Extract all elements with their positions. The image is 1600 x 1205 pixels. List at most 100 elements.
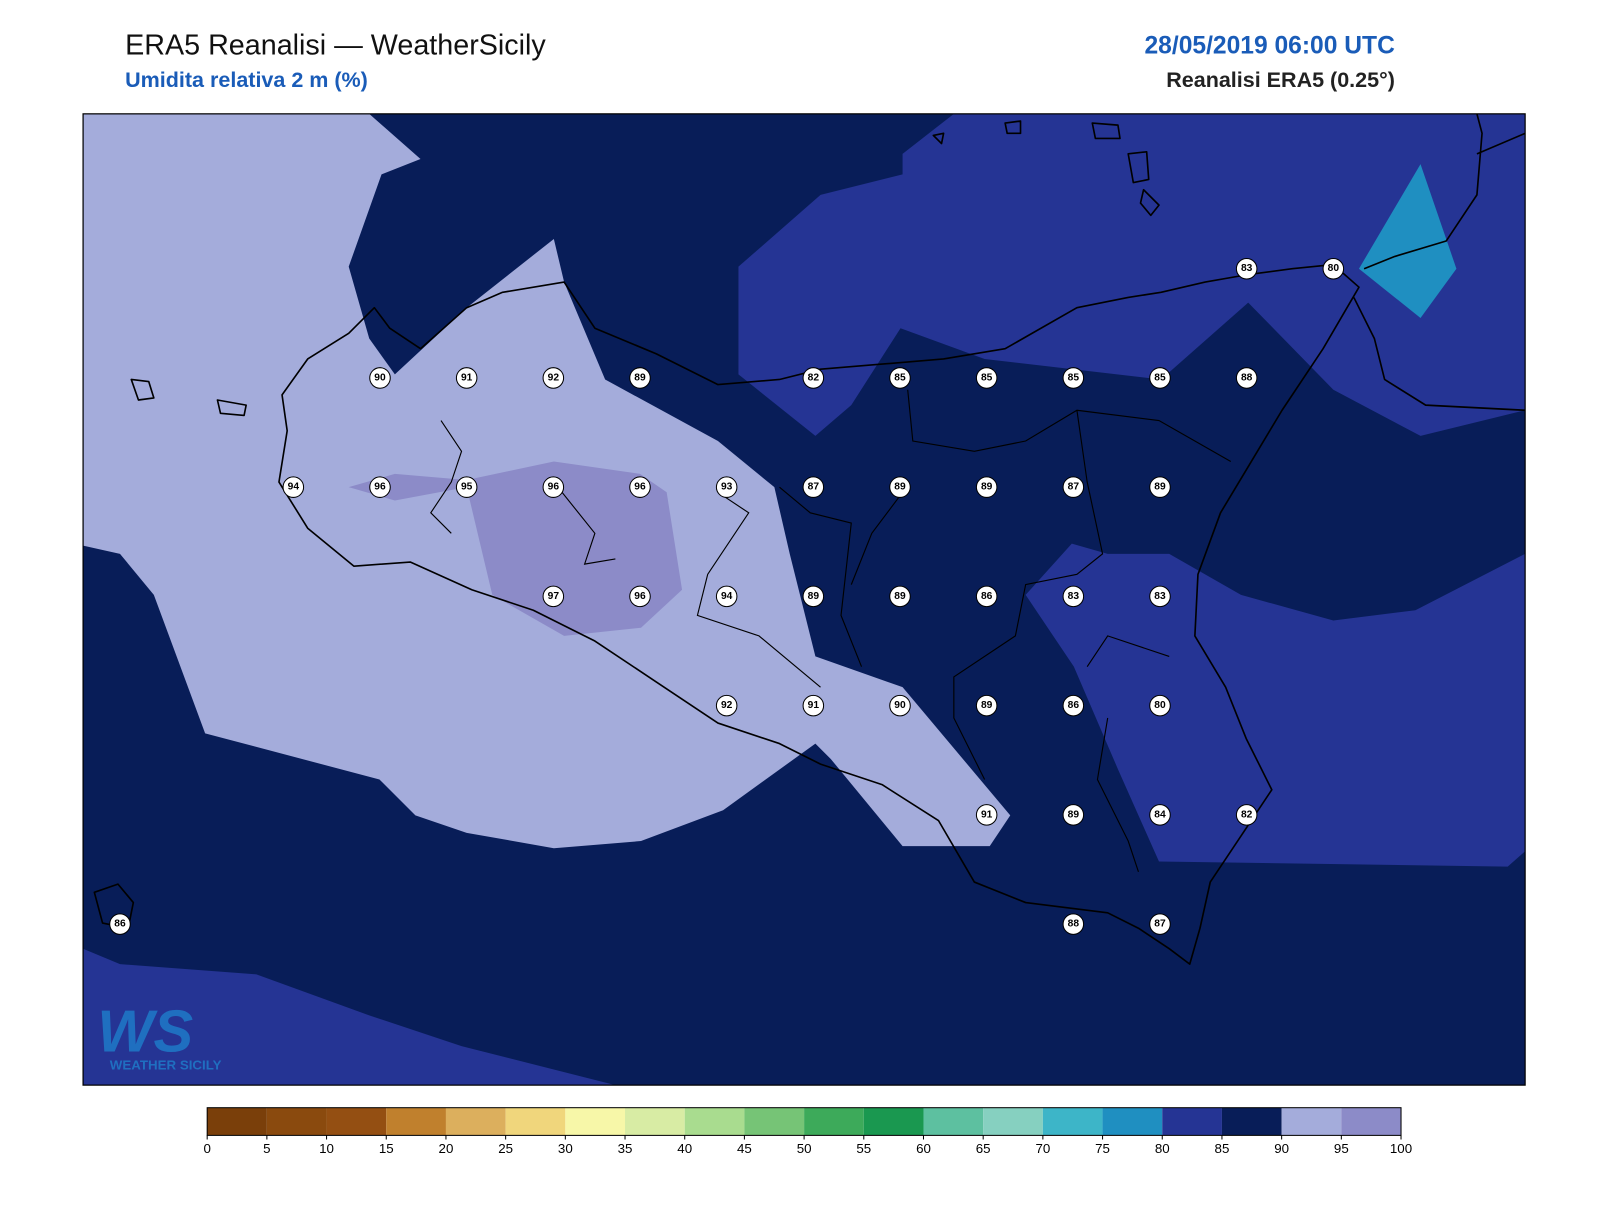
station-marker xyxy=(369,476,391,498)
colorbar-tick-label: 70 xyxy=(1035,1141,1050,1156)
contour xyxy=(83,948,616,1086)
station-value: 91 xyxy=(981,809,993,820)
logo: WS WEATHER SICILY xyxy=(97,997,221,1072)
station-value: 85 xyxy=(1068,372,1080,383)
station-value: 84 xyxy=(1154,809,1166,820)
station-value: 89 xyxy=(981,700,993,711)
logo-name: WEATHER SICILY xyxy=(110,1058,222,1073)
station-value: 80 xyxy=(1328,263,1340,274)
station-value: 90 xyxy=(374,372,386,383)
station-value: 89 xyxy=(1068,809,1080,820)
colorbar-segment xyxy=(505,1107,566,1136)
station-value: 96 xyxy=(374,482,386,493)
station-marker xyxy=(1235,367,1258,389)
station-marker xyxy=(889,585,911,608)
station-marker xyxy=(975,694,998,717)
station-value: 87 xyxy=(1154,919,1166,930)
station-layer: 83 80 90 91 92 89 82 85 85 85 85 88 94 96 95 96 96 93 87 89… xyxy=(109,257,1345,935)
station-value: 94 xyxy=(721,591,733,602)
station-marker xyxy=(889,367,911,389)
station-marker xyxy=(802,476,825,498)
station-marker xyxy=(1062,367,1085,389)
colorbar-tick-label: 0 xyxy=(203,1141,210,1156)
datetime: 28/05/2019 06:00 UTC xyxy=(1144,32,1395,59)
colorbar-tick-label: 90 xyxy=(1274,1141,1289,1156)
colorbar-tick-label: 100 xyxy=(1390,1141,1412,1156)
colorbar-tick-label: 60 xyxy=(916,1141,931,1156)
station-marker xyxy=(542,476,565,498)
colorbar-segment xyxy=(1102,1107,1163,1136)
title: ERA5 Reanalisi — WeatherSicily xyxy=(125,29,546,61)
station-marker xyxy=(802,585,825,608)
colorbar-segment xyxy=(326,1107,387,1136)
colorbar-segment xyxy=(923,1107,984,1136)
contour xyxy=(1358,164,1457,318)
colorbar-tick-label: 40 xyxy=(677,1141,692,1156)
station-value: 87 xyxy=(1068,482,1080,493)
station-marker xyxy=(715,585,738,608)
colorbar-tick-label: 85 xyxy=(1215,1141,1230,1156)
colorbar-segment xyxy=(386,1107,446,1136)
colorbar-tick-label: 20 xyxy=(439,1141,454,1156)
station-value: 89 xyxy=(894,591,906,602)
colorbar-segment xyxy=(1281,1107,1342,1136)
station-value: 96 xyxy=(634,482,646,493)
source: Reanalisi ERA5 (0.25°) xyxy=(1166,68,1395,92)
station-value: 94 xyxy=(288,482,300,493)
station-value: 86 xyxy=(1068,700,1080,711)
station-value: 95 xyxy=(461,482,473,493)
station-value: 89 xyxy=(634,372,646,383)
station-marker xyxy=(1235,804,1258,826)
station-marker xyxy=(1149,585,1171,608)
station-value: 87 xyxy=(808,482,820,493)
colorbar-tick-label: 50 xyxy=(797,1141,812,1156)
station-marker xyxy=(455,367,478,389)
station-value: 82 xyxy=(808,372,820,383)
station-value: 82 xyxy=(1241,809,1253,820)
contour xyxy=(738,113,1526,436)
station-marker xyxy=(975,804,998,826)
colorbar-segment xyxy=(565,1107,626,1136)
station-marker xyxy=(1235,257,1258,280)
station-value: 89 xyxy=(808,591,820,602)
station-value: 96 xyxy=(548,482,560,493)
colorbar-tick-label: 5 xyxy=(263,1141,270,1156)
colorbar-segment xyxy=(804,1107,864,1136)
station-value: 85 xyxy=(894,372,906,383)
colorbar-tick-label: 95 xyxy=(1334,1141,1349,1156)
station-marker xyxy=(802,367,825,389)
station-value: 85 xyxy=(1154,372,1166,383)
colorbar-segment xyxy=(1162,1107,1222,1136)
colorbar-tick-label: 45 xyxy=(737,1141,752,1156)
station-marker xyxy=(282,476,305,498)
station-marker xyxy=(1149,476,1171,498)
colorbar-segment xyxy=(445,1107,506,1136)
station-marker xyxy=(889,476,911,498)
colorbar-segment xyxy=(1221,1107,1282,1136)
station-value: 80 xyxy=(1154,700,1166,711)
station-marker xyxy=(975,367,998,389)
station-value: 91 xyxy=(808,700,820,711)
station-value: 83 xyxy=(1154,591,1166,602)
station-value: 92 xyxy=(721,700,733,711)
station-value: 88 xyxy=(1241,372,1253,383)
station-marker xyxy=(715,476,738,498)
island xyxy=(93,120,1160,930)
station-marker xyxy=(542,585,565,608)
station-value: 96 xyxy=(634,591,646,602)
colorbar-segment xyxy=(863,1107,924,1136)
coastline xyxy=(278,263,1360,965)
colorbar-segment xyxy=(1341,1107,1402,1136)
station-marker xyxy=(109,913,131,935)
colorbar-tick-label: 80 xyxy=(1155,1141,1170,1156)
subtitle: Umidita relativa 2 m (%) xyxy=(125,68,368,92)
contour xyxy=(348,461,683,636)
station-marker xyxy=(802,694,825,717)
colorbar-tick-label: 15 xyxy=(379,1141,394,1156)
station-value: 86 xyxy=(114,919,126,930)
station-value: 89 xyxy=(894,482,906,493)
colorbar-tick-label: 75 xyxy=(1095,1141,1110,1156)
colorbar-tick-label: 25 xyxy=(498,1141,513,1156)
